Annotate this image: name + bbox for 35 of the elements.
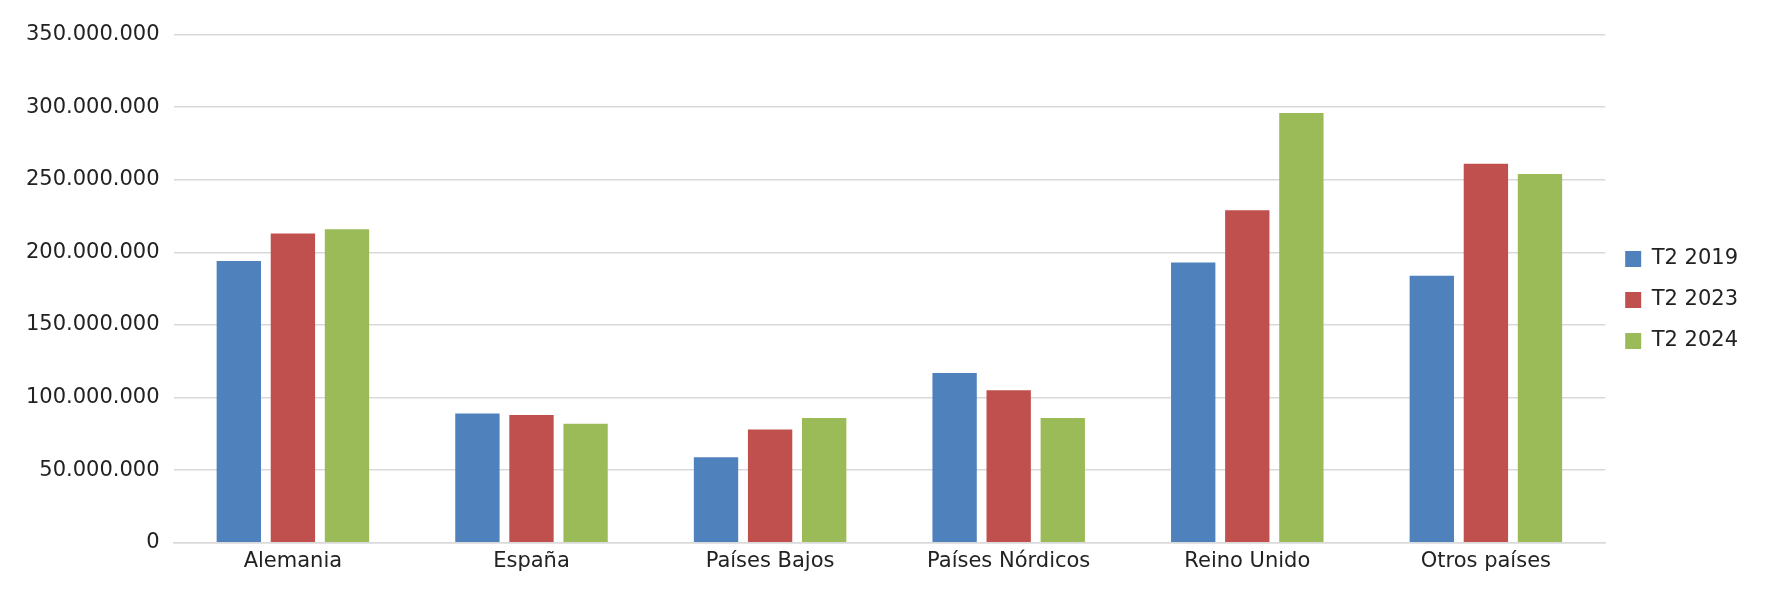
bar xyxy=(563,423,608,543)
bar xyxy=(270,233,316,543)
y-tick-label: 200.000.000 xyxy=(25,238,160,263)
x-tick-label: Alemania xyxy=(243,547,343,572)
bar xyxy=(1171,262,1216,543)
bar xyxy=(455,413,500,543)
legend-label: T2 2019 xyxy=(1650,245,1739,270)
x-tick-label: Reino Unido xyxy=(1184,547,1311,572)
bar xyxy=(1040,417,1085,543)
bar xyxy=(1463,163,1509,543)
bar xyxy=(986,390,1031,543)
x-tick-label: España xyxy=(493,547,570,572)
bar xyxy=(216,261,261,543)
bar xyxy=(802,417,847,543)
bar xyxy=(693,457,739,543)
bar xyxy=(747,429,793,543)
bar xyxy=(1279,113,1324,543)
x-tick-label: Otros países xyxy=(1420,547,1552,572)
x-tick-label: Países Nórdicos xyxy=(927,547,1091,572)
y-tick-label: 100.000.000 xyxy=(25,384,160,409)
bar xyxy=(509,415,554,543)
legend-label: T2 2024 xyxy=(1650,327,1739,352)
y-tick-label: 150.000.000 xyxy=(25,311,160,336)
x-tick-label: Países Bajos xyxy=(705,547,835,572)
bar xyxy=(1225,210,1270,543)
y-tick-label: 250.000.000 xyxy=(25,166,160,191)
legend-label: T2 2023 xyxy=(1650,286,1739,311)
y-tick-label: 50.000.000 xyxy=(39,456,160,481)
bar xyxy=(932,372,977,543)
y-tick-label: 300.000.000 xyxy=(25,93,160,118)
y-tick-label: 0 xyxy=(146,529,160,554)
bar xyxy=(324,229,370,543)
y-tick-label: 350.000.000 xyxy=(25,21,160,46)
bar xyxy=(1517,173,1563,543)
bar xyxy=(1409,275,1454,543)
